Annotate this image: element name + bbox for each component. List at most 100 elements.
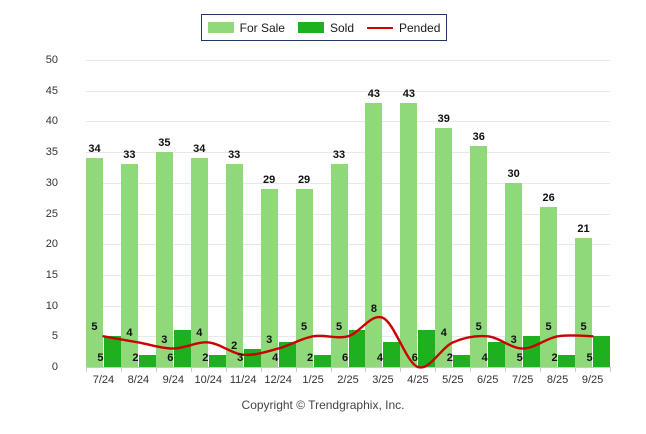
line-value-pended: 3 xyxy=(161,333,168,346)
y-axis-tick-label: 40 xyxy=(45,115,58,128)
x-axis-tick-label: 8/25 xyxy=(546,374,569,386)
line-value-pended: 2 xyxy=(231,339,238,352)
bar-for-sale[interactable] xyxy=(505,182,523,367)
x-axis-tick xyxy=(400,367,402,372)
x-axis-tick xyxy=(190,367,192,372)
bar-for-sale[interactable] xyxy=(155,152,173,367)
bar-value-for-sale: 29 xyxy=(263,173,276,186)
x-axis: 7/24 8/24 9/24 10/24 11/24 12/24 1/25 2/25 3/25 4… xyxy=(86,367,611,391)
bar-for-sale[interactable] xyxy=(435,127,453,367)
x-axis-tick xyxy=(295,367,297,372)
bar-for-sale[interactable] xyxy=(295,188,313,367)
bar-sold[interactable] xyxy=(348,330,366,367)
bar-sold[interactable] xyxy=(208,354,226,367)
bar-value-sold: 2 xyxy=(307,352,314,364)
bar-value-for-sale: 30 xyxy=(507,167,520,180)
bar-value-for-sale: 29 xyxy=(297,173,311,186)
y-axis-tick-label: 5 xyxy=(51,330,58,343)
bar-value-for-sale: 43 xyxy=(402,87,415,100)
x-axis-tick xyxy=(260,367,262,372)
x-axis-tick xyxy=(575,367,577,372)
bar-value-for-sale: 43 xyxy=(367,87,381,100)
x-axis-tick xyxy=(365,367,367,372)
bar-sold[interactable] xyxy=(418,330,436,367)
x-axis-tick-label: 8/24 xyxy=(127,374,150,386)
bar-for-sale[interactable] xyxy=(400,102,418,367)
legend-color-swatch xyxy=(297,22,324,33)
line-value-pended: 5 xyxy=(301,321,308,334)
y-gridline xyxy=(86,305,610,307)
bar-value-sold: 4 xyxy=(376,352,383,364)
plot-area: 0 5 10 15 20 25 30 35 40 45 50 34 5 33 2 35 6 34 2 33 3 29 4 29… xyxy=(46,54,611,373)
x-axis-tick-label: 5/25 xyxy=(442,374,464,386)
bar-for-sale[interactable] xyxy=(120,164,138,367)
bar-for-sale[interactable] xyxy=(470,145,488,367)
legend-for-sale[interactable]: For Sale xyxy=(207,22,285,34)
y-axis-tick-label: 0 xyxy=(51,361,58,373)
bar-sold[interactable] xyxy=(558,354,576,367)
x-axis-tick-label: 10/24 xyxy=(194,374,223,386)
bar-sold[interactable] xyxy=(453,354,471,367)
bar-sold[interactable] xyxy=(138,354,156,367)
bar-value-sold: 5 xyxy=(97,352,104,364)
x-axis-tick xyxy=(155,367,157,372)
bar-sold[interactable] xyxy=(103,336,121,367)
x-axis-tick-label: 7/24 xyxy=(92,374,115,386)
legend-sold[interactable]: Sold xyxy=(297,20,354,35)
line-value-pended: 3 xyxy=(510,333,517,346)
bar-sold[interactable] xyxy=(593,336,611,367)
x-axis-tick-label: 1/25 xyxy=(302,374,324,386)
line-value-pended: 3 xyxy=(266,333,273,346)
bar-for-sale[interactable] xyxy=(225,164,243,367)
bar-value-for-sale: 33 xyxy=(123,149,136,162)
bar-sold[interactable] xyxy=(173,330,191,367)
bar-value-sold: 2 xyxy=(551,352,558,364)
legend-item-label: Sold xyxy=(329,20,354,35)
bar-sold[interactable] xyxy=(488,342,506,367)
line-value-pended: 5 xyxy=(91,321,98,334)
y-axis-tick-label: 10 xyxy=(45,299,58,312)
bar-value-for-sale: 35 xyxy=(158,137,171,150)
bar-for-sale[interactable] xyxy=(330,164,348,367)
x-axis-tick xyxy=(225,367,227,372)
y-axis-tick-label: 20 xyxy=(45,238,58,251)
bar-for-sale[interactable] xyxy=(190,158,208,367)
x-axis-tick-label: 4/25 xyxy=(407,374,429,386)
bar-for-sale[interactable] xyxy=(365,102,383,367)
y-axis-tick-label: 45 xyxy=(45,84,58,97)
copyright-footer: Copyright © Trendgraphix, Inc. xyxy=(241,398,405,412)
bar-sold[interactable] xyxy=(383,342,401,367)
x-axis-tick-label: 9/25 xyxy=(581,374,604,386)
bar-value-for-sale: 21 xyxy=(577,223,590,236)
bar-for-sale[interactable] xyxy=(85,158,103,367)
bar-value-sold: 2 xyxy=(202,352,209,364)
bar-for-sale[interactable] xyxy=(260,188,278,367)
x-axis-tick xyxy=(120,367,122,372)
line-value-pended: 5 xyxy=(580,321,587,334)
line-value-pended: 4 xyxy=(126,327,133,340)
y-gridline xyxy=(86,152,610,154)
x-axis-tick xyxy=(86,367,87,372)
bar-value-sold: 5 xyxy=(516,352,523,364)
x-axis-tick-label: 9/24 xyxy=(162,374,185,386)
pended-line-series xyxy=(102,315,594,369)
y-axis-tick-label: 30 xyxy=(45,176,58,189)
y-gridline xyxy=(86,121,610,123)
bar-sold[interactable] xyxy=(278,342,296,367)
legend-line-marker xyxy=(367,26,393,29)
bar-value-for-sale: 34 xyxy=(193,143,206,156)
bar-sold[interactable] xyxy=(313,354,331,367)
x-axis-tick xyxy=(330,367,332,372)
bar-value-for-sale: 33 xyxy=(332,149,346,162)
legend-item-label: Pended xyxy=(399,20,441,35)
bar-value-for-sale: 36 xyxy=(472,130,485,143)
bar-for-sale[interactable] xyxy=(540,207,558,367)
bar-value-sold: 2 xyxy=(132,352,139,364)
legend-pended[interactable]: Pended xyxy=(367,22,440,34)
y-axis-tick-label: 50 xyxy=(45,54,58,66)
y-axis-tick-label: 35 xyxy=(45,146,58,159)
line-value-pended: 5 xyxy=(335,321,343,334)
x-axis-tick-label: 6/25 xyxy=(477,374,499,386)
y-gridline xyxy=(86,244,610,246)
